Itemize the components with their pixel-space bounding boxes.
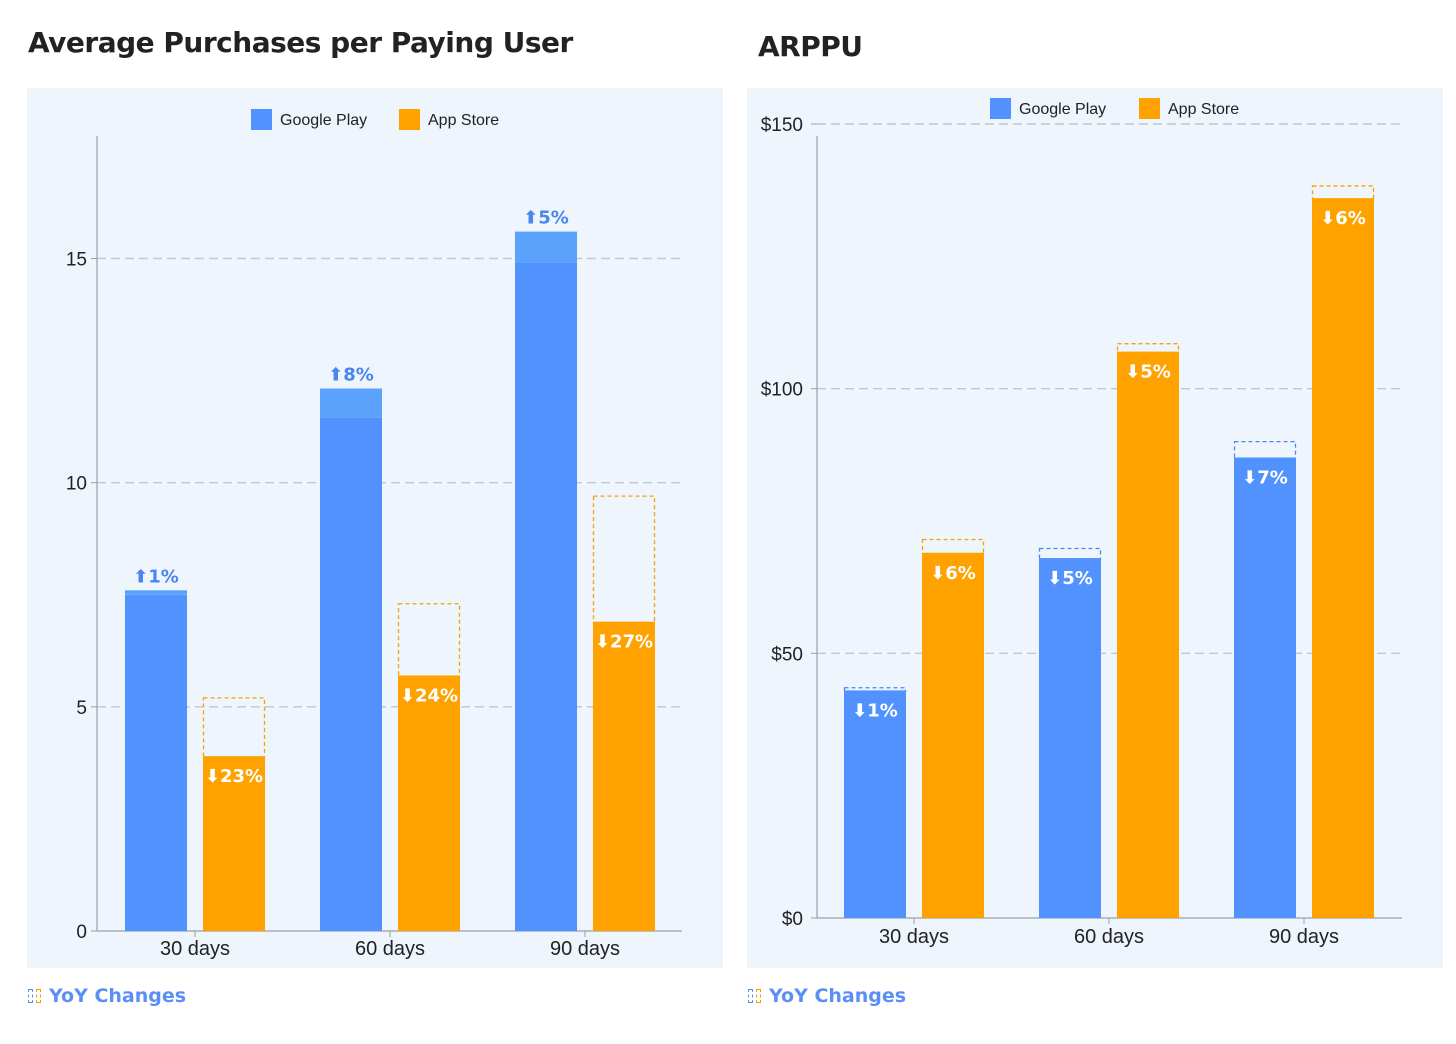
chart-2-footer: YoY Changes bbox=[747, 985, 906, 1007]
y-tick-label: $50 bbox=[771, 644, 803, 665]
chart-2-panel: Google Play App Store $0 $50 $100 $150 ⬇1% ⬇6% 3… bbox=[747, 88, 1443, 968]
bar-google-play-increase bbox=[125, 590, 187, 595]
prev-year-outline-app-store bbox=[921, 538, 985, 555]
chart-1-title: Average Purchases per Paying User bbox=[28, 26, 573, 59]
prev-year-outline-google-play bbox=[843, 687, 907, 693]
bar-app-store bbox=[1117, 351, 1179, 918]
change-label-app-store: ⬇5% bbox=[1125, 362, 1171, 383]
change-label-google-play: ⬆8% bbox=[328, 365, 374, 386]
bar-google-play-prev-level bbox=[125, 594, 187, 931]
x-category-label: 30 days bbox=[879, 926, 949, 948]
change-label-app-store: ⬇6% bbox=[1320, 208, 1366, 229]
bar-google-play-increase bbox=[320, 388, 382, 418]
legend-label: Google Play bbox=[1019, 101, 1106, 118]
chart-1-panel: Google Play App Store 0 5 10 15 ⬆1% ⬇23% 30 days… bbox=[27, 88, 723, 968]
legend-label: App Store bbox=[1168, 101, 1239, 118]
prev-year-outline-app-store bbox=[1116, 343, 1180, 354]
bar-google-play bbox=[1234, 457, 1296, 918]
bar-google-play bbox=[1039, 558, 1101, 918]
footer-label: YoY Changes bbox=[49, 985, 187, 1007]
y-tick-label: 15 bbox=[66, 250, 87, 271]
change-label-google-play: ⬆1% bbox=[133, 566, 179, 587]
legend-swatch-google-play bbox=[251, 109, 272, 130]
x-category-label: 90 days bbox=[1269, 926, 1339, 948]
bar-google-play-prev-level bbox=[320, 417, 382, 931]
change-label-google-play: ⬇1% bbox=[852, 700, 898, 721]
change-label-google-play: ⬇5% bbox=[1047, 568, 1093, 589]
y-tick-label: 5 bbox=[76, 698, 87, 719]
bar-app-store bbox=[203, 756, 265, 931]
legend-swatch-google-play bbox=[990, 98, 1011, 119]
y-tick-label: 0 bbox=[76, 922, 87, 943]
change-label-app-store: ⬇24% bbox=[400, 685, 458, 706]
prev-year-outline-app-store bbox=[397, 603, 461, 678]
prev-year-outline-google-play bbox=[1233, 440, 1297, 460]
change-label-google-play: ⬇7% bbox=[1242, 467, 1288, 488]
legend: Google Play App Store bbox=[990, 98, 1239, 119]
change-label-google-play: ⬆5% bbox=[523, 208, 569, 229]
prev-year-outline-google-play bbox=[1038, 547, 1102, 560]
legend-swatch-app-store bbox=[1139, 98, 1160, 119]
footer-label: YoY Changes bbox=[769, 985, 907, 1007]
chart-1-svg: Google Play App Store 0 5 10 15 ⬆1% ⬇23% 30 days… bbox=[66, 109, 682, 960]
chart-2-title: ARPPU bbox=[758, 30, 863, 63]
dashed-bars-icon bbox=[27, 988, 43, 1004]
x-category-label: 30 days bbox=[160, 938, 230, 960]
prev-year-outline-app-store bbox=[592, 495, 656, 624]
y-tick-label: 10 bbox=[66, 474, 87, 495]
bar-app-store bbox=[922, 552, 984, 918]
chart-1-footer: YoY Changes bbox=[27, 985, 186, 1007]
legend: Google Play App Store bbox=[251, 109, 499, 130]
legend-swatch-app-store bbox=[399, 109, 420, 130]
x-category-label: 60 days bbox=[1074, 926, 1144, 948]
legend-label: App Store bbox=[428, 112, 499, 129]
bar-google-play-prev-level bbox=[515, 262, 577, 931]
x-category-label: 60 days bbox=[355, 938, 425, 960]
prev-year-outline-app-store bbox=[1311, 185, 1375, 200]
bar-google-play-increase bbox=[515, 231, 577, 263]
bar-app-store bbox=[593, 621, 655, 931]
bar-app-store bbox=[1312, 198, 1374, 918]
bar-app-store bbox=[398, 675, 460, 931]
y-tick-label: $0 bbox=[782, 909, 803, 930]
bar-google-play bbox=[844, 690, 906, 918]
y-tick-label: $150 bbox=[761, 115, 803, 136]
change-label-app-store: ⬇27% bbox=[595, 632, 653, 653]
change-label-app-store: ⬇6% bbox=[930, 563, 976, 584]
y-tick-label: $100 bbox=[761, 380, 803, 401]
dashed-bars-icon bbox=[747, 988, 763, 1004]
chart-2-svg: Google Play App Store $0 $50 $100 $150 ⬇1% ⬇6% 3… bbox=[761, 98, 1402, 948]
change-label-app-store: ⬇23% bbox=[205, 766, 263, 787]
x-category-label: 90 days bbox=[550, 938, 620, 960]
legend-label: Google Play bbox=[280, 112, 367, 129]
